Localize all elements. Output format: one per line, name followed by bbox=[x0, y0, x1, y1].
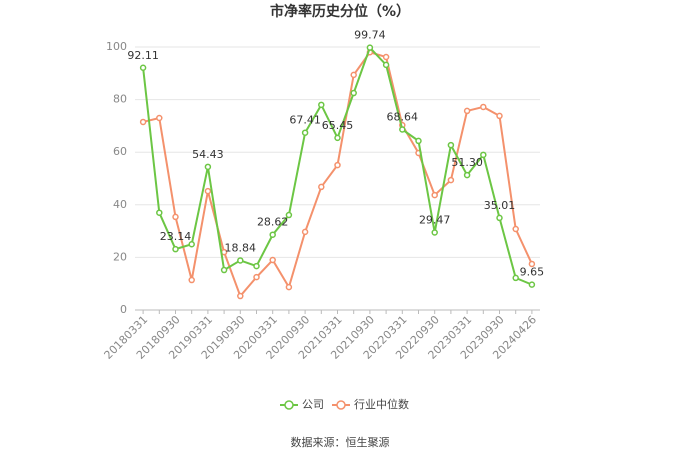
data-label: 92.11 bbox=[127, 49, 159, 62]
data-label: 54.43 bbox=[192, 148, 224, 161]
point bbox=[237, 292, 244, 300]
legend-marker bbox=[336, 400, 346, 410]
point bbox=[269, 231, 276, 238]
point bbox=[382, 61, 390, 69]
point bbox=[220, 266, 228, 274]
point bbox=[253, 273, 260, 281]
point bbox=[480, 103, 487, 111]
data-label: 67.41 bbox=[289, 114, 321, 127]
point bbox=[528, 281, 536, 288]
data-label: 28.62 bbox=[257, 216, 289, 229]
source: 数据来源：恒生聚源 bbox=[291, 435, 390, 449]
point bbox=[480, 151, 487, 159]
point bbox=[512, 225, 519, 233]
point bbox=[204, 163, 212, 171]
data-label: 9.65 bbox=[520, 266, 545, 279]
point bbox=[285, 283, 293, 291]
legend-marker bbox=[284, 400, 294, 410]
point bbox=[172, 213, 179, 221]
data-label: 18.84 bbox=[225, 241, 257, 254]
data-label: 51.30 bbox=[451, 156, 483, 169]
data-label: 99.74 bbox=[354, 29, 386, 42]
y-tick-label: 40 bbox=[113, 198, 127, 211]
point bbox=[237, 257, 244, 264]
point bbox=[334, 134, 341, 142]
y-tick-label: 80 bbox=[113, 93, 127, 106]
point bbox=[156, 209, 163, 216]
point bbox=[496, 112, 503, 120]
point bbox=[139, 118, 147, 126]
data-label: 65.45 bbox=[322, 119, 354, 132]
data-label: 23.14 bbox=[160, 230, 192, 243]
point bbox=[415, 137, 422, 145]
legend-label: 公司 bbox=[302, 398, 324, 411]
y-tick-label: 20 bbox=[113, 250, 127, 263]
point bbox=[172, 245, 179, 253]
data-label: 29.47 bbox=[419, 213, 451, 226]
point bbox=[139, 64, 147, 72]
point bbox=[318, 101, 325, 109]
point bbox=[350, 71, 357, 79]
point bbox=[382, 53, 390, 61]
series-line bbox=[142, 51, 533, 299]
point bbox=[253, 262, 260, 270]
chart-title: 市净率历史分位（%） bbox=[270, 3, 410, 20]
y-tick-label: 60 bbox=[113, 145, 127, 158]
point bbox=[431, 229, 438, 236]
point bbox=[431, 191, 438, 199]
point bbox=[463, 171, 471, 179]
point bbox=[528, 260, 536, 268]
point bbox=[496, 214, 503, 222]
point bbox=[269, 256, 276, 264]
point bbox=[188, 241, 195, 248]
point bbox=[350, 89, 357, 97]
data-label: 35.01 bbox=[484, 199, 516, 212]
point bbox=[399, 126, 406, 133]
point bbox=[447, 141, 455, 149]
point bbox=[156, 114, 163, 122]
point bbox=[447, 176, 455, 184]
point bbox=[512, 274, 519, 282]
y-tick-label: 100 bbox=[106, 40, 127, 53]
point bbox=[204, 187, 212, 195]
point bbox=[301, 129, 309, 136]
y-tick-label: 0 bbox=[120, 303, 127, 316]
point bbox=[301, 228, 309, 236]
point bbox=[285, 211, 293, 219]
point bbox=[463, 107, 471, 115]
point bbox=[334, 161, 341, 169]
point bbox=[188, 276, 195, 284]
legend-label: 行业中位数 bbox=[354, 397, 409, 411]
data-label: 68.64 bbox=[387, 110, 419, 123]
point bbox=[366, 44, 374, 51]
point bbox=[318, 183, 325, 191]
